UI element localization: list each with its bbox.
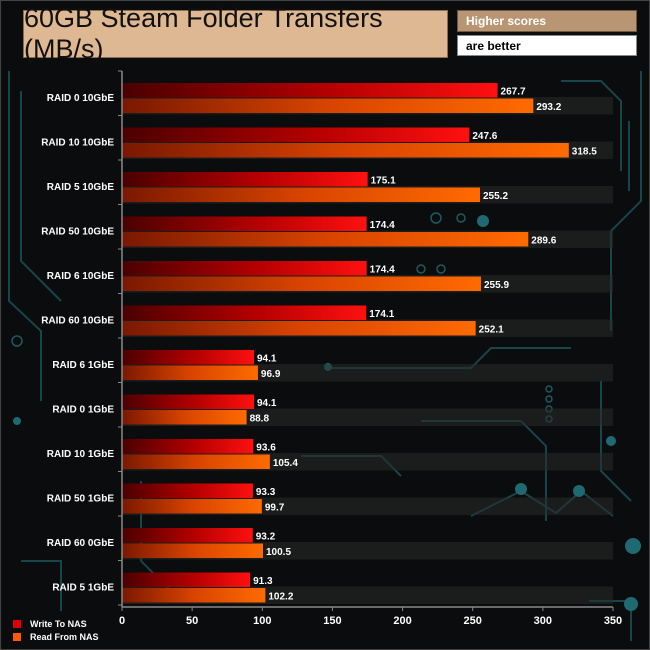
x-tick-label: 300 [534,615,552,627]
category-label: RAID 10 1GbE [47,449,115,460]
bar-write [122,216,367,231]
value-label-read: 318.5 [572,147,597,158]
category-label: RAID 10 10GbE [41,138,114,149]
category-label: RAID 60 0GbE [47,538,115,549]
value-label-write: 93.6 [256,443,276,454]
value-label-read: 102.2 [268,592,293,603]
category-label: RAID 50 1GbE [47,494,115,505]
bar-write [122,261,367,276]
bar-read [122,143,569,158]
category-label: RAID 50 10GbE [41,227,114,238]
value-label-read: 289.6 [531,236,556,247]
bar-read [122,410,247,425]
bar-read [122,187,481,202]
bar-read [122,543,263,558]
x-tick-label: 100 [253,615,271,627]
bar-write [122,305,367,320]
value-label-write: 174.1 [369,309,394,320]
value-label-write: 94.1 [257,354,277,365]
bar-write [122,172,368,187]
category-label: RAID 6 10GbE [47,271,115,282]
category-label: RAID 5 10GbE [47,182,115,193]
legend: Write To NAS Read From NAS [13,617,99,643]
legend-item-write: Write To NAS [13,617,99,630]
legend-swatch-write [13,619,21,628]
value-label-read: 99.7 [265,503,285,514]
are-better-note: are better [457,35,637,56]
value-label-write: 174.4 [370,220,395,231]
bar-read [122,499,262,514]
x-tick-label: 200 [393,615,411,627]
value-label-write: 94.1 [257,398,277,409]
value-label-read: 100.5 [266,547,291,558]
value-label-write: 93.3 [256,487,276,498]
bar-write [122,528,253,543]
bar-read [122,454,270,469]
value-label-write: 93.2 [256,532,276,543]
x-tick-label: 150 [323,615,341,627]
bar-write [122,83,498,98]
legend-swatch-read [13,632,21,641]
bar-read [122,365,258,380]
legend-label-write: Write To NAS [30,618,87,629]
category-label: RAID 6 1GbE [52,360,114,371]
value-label-read: 105.4 [273,458,298,469]
higher-scores-note: Higher scores [457,10,637,32]
x-tick-label: 350 [604,615,622,627]
value-label-read: 96.9 [261,369,281,380]
bar-write [122,127,470,142]
bar-read [122,321,476,336]
bar-write [122,394,255,409]
category-label: RAID 0 1GbE [52,405,114,416]
bar-read [122,232,529,247]
value-label-read: 293.2 [536,102,561,113]
x-tick-label: 50 [186,615,198,627]
value-label-write: 247.6 [472,131,497,142]
bar-read [122,588,266,603]
value-label-write: 91.3 [253,576,273,587]
x-tick-label: 250 [464,615,482,627]
value-label-read: 88.8 [250,414,270,425]
legend-label-read: Read From NAS [30,631,99,642]
category-label: RAID 5 1GbE [52,583,114,594]
value-label-read: 255.9 [484,280,509,291]
bar-write [122,483,253,498]
bar-read [122,276,481,291]
category-label: RAID 0 10GbE [47,93,115,104]
legend-item-read: Read From NAS [13,630,99,643]
value-label-read: 252.1 [479,325,504,336]
value-label-write: 175.1 [371,176,396,187]
value-label-write: 267.7 [501,87,526,98]
bar-read [122,98,534,113]
x-tick-label: 0 [119,615,125,627]
value-label-read: 255.2 [483,191,508,202]
bar-write [122,572,251,587]
bar-write [122,350,255,365]
bar-write [122,439,254,454]
value-label-write: 174.4 [370,265,395,276]
category-label: RAID 60 10GbE [41,316,114,327]
